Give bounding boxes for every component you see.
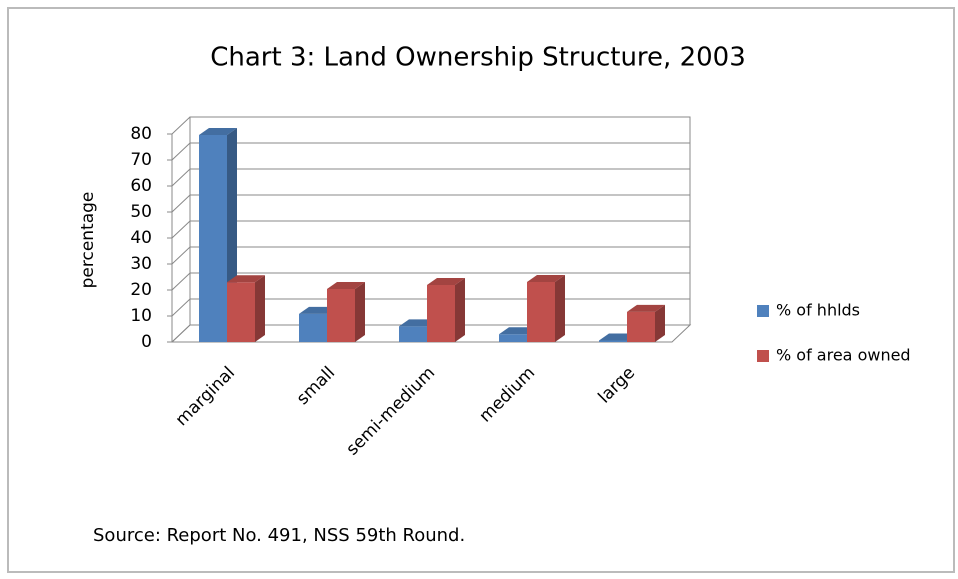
grid-line bbox=[171, 116, 690, 135]
bar-side bbox=[655, 304, 665, 342]
y-tick-label: 20 bbox=[130, 280, 152, 300]
bar bbox=[427, 278, 465, 342]
bar-top bbox=[199, 128, 237, 136]
grid-line bbox=[171, 220, 690, 239]
y-tick-label: 70 bbox=[130, 150, 152, 170]
y-tick-label: 80 bbox=[130, 124, 152, 144]
y-tick-label: 40 bbox=[130, 228, 152, 248]
source-note: Source: Report No. 491, NSS 59th Round. bbox=[93, 525, 465, 546]
bar-side bbox=[455, 278, 465, 342]
grid-line bbox=[171, 246, 690, 265]
y-tick-label: 0 bbox=[141, 332, 152, 352]
bar-front bbox=[227, 282, 255, 342]
bar bbox=[227, 275, 265, 342]
bar-side bbox=[355, 281, 365, 342]
bar-front bbox=[499, 334, 527, 342]
legend-label: % of area owned bbox=[776, 346, 911, 365]
bar-side bbox=[555, 274, 565, 342]
bar-front bbox=[527, 281, 555, 342]
y-tick-label: 30 bbox=[130, 254, 152, 274]
bar-top bbox=[327, 281, 365, 289]
bar-front bbox=[427, 285, 455, 342]
grid-line bbox=[171, 272, 690, 291]
legend-swatch bbox=[757, 350, 769, 362]
bar bbox=[327, 281, 365, 342]
y-tick-label: 60 bbox=[130, 176, 152, 196]
y-tick-label: 10 bbox=[130, 306, 152, 326]
bar-front bbox=[399, 326, 427, 342]
bar-top bbox=[527, 274, 565, 282]
bar-front bbox=[299, 313, 327, 342]
bar-front bbox=[327, 288, 355, 342]
grid-line bbox=[171, 298, 690, 317]
grid-line bbox=[171, 194, 690, 213]
bar bbox=[627, 304, 665, 342]
bar-top bbox=[427, 278, 465, 286]
grid-line bbox=[171, 142, 690, 161]
chart-title: Chart 3: Land Ownership Structure, 2003 bbox=[210, 43, 746, 73]
bar bbox=[527, 274, 565, 342]
y-axis-label: percentage bbox=[78, 192, 98, 289]
bar-front bbox=[599, 340, 627, 342]
y-tick-label: 50 bbox=[130, 202, 152, 222]
legend-label: % of hhlds bbox=[776, 301, 860, 320]
grid-line bbox=[171, 324, 690, 343]
bar-top bbox=[227, 275, 265, 283]
bar-front bbox=[199, 135, 227, 342]
bar-front bbox=[627, 311, 655, 342]
bar-side bbox=[255, 275, 265, 342]
legend-swatch bbox=[757, 305, 769, 317]
grid-line bbox=[171, 168, 690, 187]
bar-top bbox=[627, 304, 665, 312]
